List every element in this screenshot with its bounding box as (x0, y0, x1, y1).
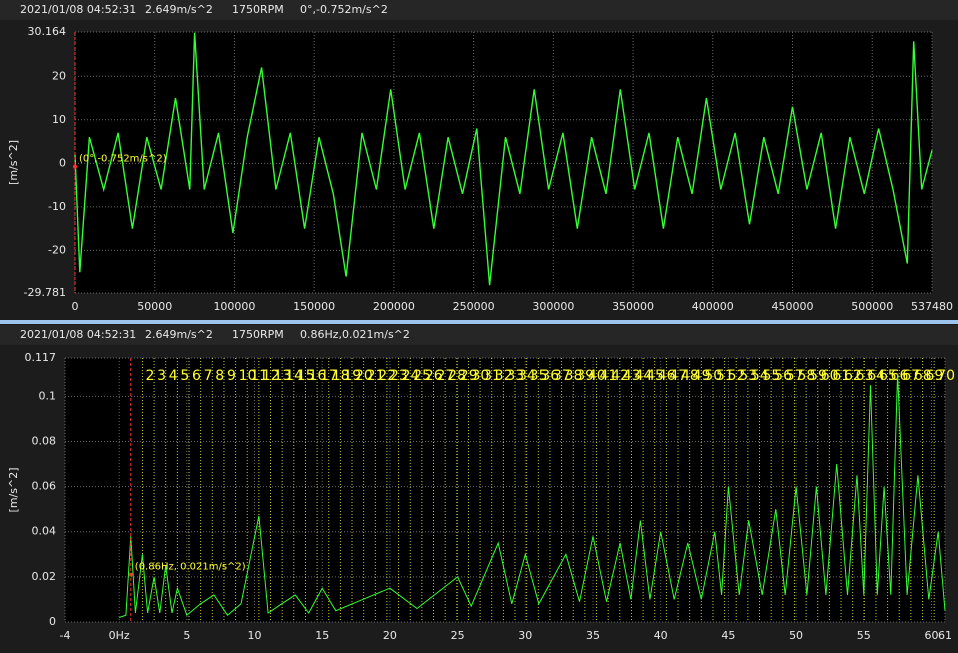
x-tick-label: -4 (60, 629, 71, 642)
header-text: 0°,-0.752m/s^2 (300, 3, 388, 16)
x-tick-label: 200000 (373, 300, 415, 313)
x-tick-label: 55 (857, 629, 871, 642)
header-text: 2021/01/08 04:52:31 (20, 3, 136, 16)
header-bar (0, 325, 958, 345)
y-tick-label: 0.1 (39, 389, 57, 402)
header-text: 0.86Hz,0.021m/s^2 (300, 328, 410, 341)
splitter[interactable] (0, 320, 958, 324)
x-tick-label: 150000 (293, 300, 335, 313)
x-tick-label: 0Hz (109, 629, 130, 642)
header-text: 2.649m/s^2 (145, 3, 213, 16)
x-tick-label: 20 (383, 629, 397, 642)
x-tick-label: 0 (72, 300, 79, 313)
x-tick-label: 45 (721, 629, 735, 642)
x-tick-label: 450000 (772, 300, 814, 313)
x-tick-label: 50000 (137, 300, 172, 313)
x-tick-label: 15 (315, 629, 329, 642)
cursor-point (129, 573, 133, 577)
cursor-label: (0°,-0.752m/s^2) (79, 154, 167, 165)
x-tick-label: 40 (654, 629, 668, 642)
x-tick-label: 100000 (213, 300, 255, 313)
cursor-point (73, 165, 77, 169)
x-tick-label: 300000 (532, 300, 574, 313)
x-tick-label: 50 (789, 629, 803, 642)
x-tick-label: 500000 (851, 300, 893, 313)
harmonic-label: 7 (204, 368, 213, 384)
plot-area (65, 358, 945, 622)
x-tick-label: 400000 (692, 300, 734, 313)
y-tick-label: -20 (48, 243, 66, 256)
y-tick-label: 0.04 (32, 525, 57, 538)
y-axis-label: [m/s^2] (7, 468, 20, 513)
harmonic-label: 4 (169, 368, 178, 384)
cursor-label: (0.86Hz, 0.021m/s^2) (135, 562, 246, 573)
x-tick-label: 537480 (911, 300, 953, 313)
harmonic-label: 70 (937, 368, 955, 384)
header-text: 1750RPM (232, 3, 284, 16)
x-tick-label: 10 (248, 629, 262, 642)
header-text: 2021/01/08 04:52:31 (20, 328, 136, 341)
harmonic-label: 5 (180, 368, 189, 384)
harmonic-label: 3 (157, 368, 166, 384)
y-axis-label: [m/s^2] (7, 140, 20, 185)
harmonic-label: 9 (227, 368, 236, 384)
x-tick-label: 250000 (453, 300, 495, 313)
x-tick-label: 25 (451, 629, 465, 642)
header-bar (0, 0, 958, 20)
y-tick-label: 0.08 (32, 434, 57, 447)
x-tick-label: 5 (183, 629, 190, 642)
x-tick-label: 350000 (612, 300, 654, 313)
harmonic-label: 2 (145, 368, 154, 384)
y-tick-label: 0 (49, 615, 56, 628)
y-tick-label: 0.06 (32, 480, 57, 493)
header-text: 1750RPM (232, 328, 284, 341)
x-tick-label: 61 (938, 629, 952, 642)
header-text: 2.649m/s^2 (145, 328, 213, 341)
plot-area (75, 32, 932, 293)
y-tick-label: -29.781 (24, 286, 66, 299)
x-tick-label: 35 (586, 629, 600, 642)
harmonic-label: 8 (215, 368, 224, 384)
y-tick-label: 30.164 (28, 25, 67, 38)
harmonic-label: 6 (192, 368, 201, 384)
y-tick-label: 20 (52, 69, 66, 82)
x-tick-label: 60 (924, 629, 938, 642)
y-tick-label: 0.117 (25, 351, 57, 364)
y-tick-label: 0.02 (32, 570, 57, 583)
y-tick-label: 10 (52, 113, 66, 126)
y-tick-label: -10 (48, 200, 66, 213)
y-tick-label: 0 (59, 156, 66, 169)
x-tick-label: 30 (518, 629, 532, 642)
